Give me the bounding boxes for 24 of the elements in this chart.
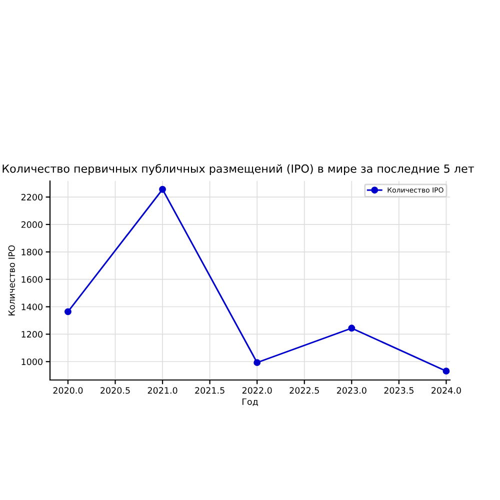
x-tick-label: 2020.0 (53, 387, 83, 394)
y-tick-label: 1400 (22, 304, 42, 310)
point (442, 368, 450, 375)
x-tick-label: 2023.0 (336, 387, 366, 394)
x-axis-title: Год (242, 398, 258, 406)
point (348, 324, 356, 332)
x-tick-label: 2022.5 (290, 387, 319, 394)
y-tick-label: 2000 (21, 221, 42, 228)
x-tick-label: 2021.5 (195, 387, 224, 394)
x-tick-label: 2020.5 (100, 387, 130, 394)
point (254, 359, 261, 366)
y-tick-label: 1200 (22, 331, 42, 338)
point (64, 308, 72, 316)
y-tick-label: 2200 (21, 194, 42, 200)
x-tick-label: 2021.0 (148, 387, 178, 394)
y-tick-label: 1800 (22, 248, 42, 256)
y-axis-title: Количество IPO (8, 245, 15, 316)
y-tick-label: 1000 (22, 358, 42, 366)
x-tick-label: 2023.5 (384, 387, 414, 394)
x-tick-label: 2024.0 (432, 387, 461, 394)
y-tick-label: 1600 (22, 276, 42, 283)
point (159, 186, 166, 193)
x-tick-label: 2022.0 (242, 387, 272, 394)
chart-title: Количество первичных публичных размещений (IPO) в мире за последние 5 лет (2, 164, 474, 175)
